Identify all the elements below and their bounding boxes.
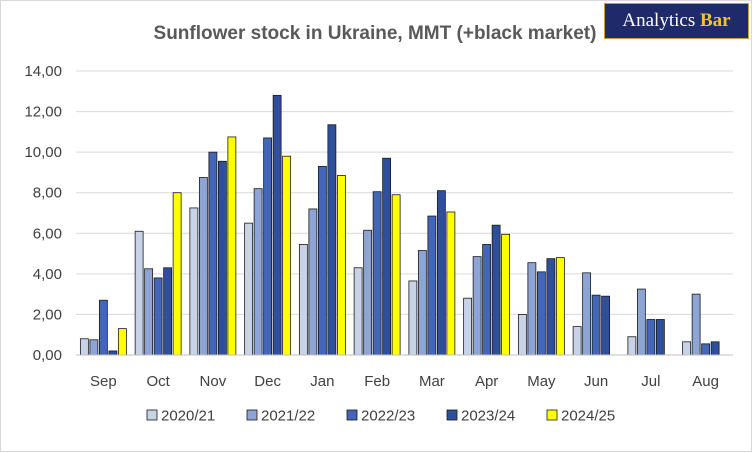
bar-2023-24-oct [163, 267, 173, 356]
bar-2021-22-jun [582, 272, 592, 356]
y-tick-label: 14,00 [24, 63, 62, 80]
bar-2022-23-nov [208, 151, 218, 356]
bar-2022-23-jul [646, 319, 656, 356]
bar-2023-24-jan [327, 124, 337, 356]
bar-2022-23-oct [153, 277, 163, 356]
bar-2024-25-dec [282, 155, 292, 356]
legend-label: 2022/23 [361, 408, 415, 425]
bar-2022-23-feb [372, 191, 382, 356]
bar-2020-21-feb [353, 267, 363, 356]
bar-2020-21-nov [189, 207, 199, 356]
bar-2023-24-aug [710, 341, 720, 356]
x-tick-label: Nov [200, 373, 227, 390]
x-axis-ticks: Sep Oct Nov Dec Jan Feb Mar Apr May Jun Jul Aug [90, 373, 719, 390]
y-tick-label: 4,00 [33, 266, 62, 283]
bar-2024-25-feb [391, 194, 401, 356]
legend-swatch [146, 409, 158, 421]
bar-2021-22-oct [144, 268, 154, 356]
bar-2021-22-jul [636, 288, 646, 356]
bar-2021-22-apr [472, 256, 482, 356]
bar-2020-21-mar [408, 280, 418, 356]
x-tick-label: Jun [584, 373, 608, 390]
bar-2022-23-may [536, 271, 546, 356]
bar-2021-22-may [527, 262, 537, 356]
bar-2020-21-sep [79, 338, 89, 356]
bar-2024-25-oct [172, 192, 182, 356]
bar-2023-24-may [546, 258, 556, 356]
bar-2024-25-jan [336, 175, 346, 356]
bar-2022-23-aug [701, 343, 711, 356]
x-tick-label: Dec [254, 373, 281, 390]
bar-2023-24-dec [272, 94, 282, 356]
x-tick-label: Aug [692, 373, 719, 390]
bar-2022-23-dec [263, 137, 273, 356]
legend-label: 2021/22 [261, 408, 315, 425]
bar-2022-23-jan [317, 165, 327, 356]
legend-swatch [446, 409, 458, 421]
x-tick-label: Jul [641, 373, 660, 390]
bar-2023-24-jul [655, 319, 665, 356]
y-tick-label: 8,00 [33, 185, 62, 202]
legend-swatch [346, 409, 358, 421]
y-tick-label: 0,00 [33, 347, 62, 364]
x-tick-label: Oct [146, 373, 170, 390]
bar-2021-22-dec [253, 188, 263, 356]
x-tick-label: Jan [310, 373, 334, 390]
bar-2023-24-nov [217, 160, 227, 356]
bar-2020-21-apr [463, 297, 473, 356]
bar-2021-22-sep [89, 339, 99, 356]
legend-label: 2024/25 [561, 408, 615, 425]
x-tick-label: Feb [364, 373, 390, 390]
x-tick-label: Mar [419, 373, 445, 390]
x-tick-label: Apr [475, 373, 498, 390]
bar-2022-23-apr [482, 244, 492, 356]
bar-2024-25-nov [227, 136, 237, 356]
bars [76, 94, 733, 356]
logo-word: Analytics [622, 10, 696, 31]
bar-2021-22-feb [363, 229, 373, 356]
bar-2024-25-mar [446, 211, 456, 356]
bar-2021-22-nov [198, 177, 208, 356]
y-tick-label: 2,00 [33, 306, 62, 323]
x-tick-label: May [527, 373, 556, 390]
y-axis-ticks: 0,00 2,00 4,00 6,00 8,00 10,00 12,00 14,00 [24, 63, 62, 364]
bar-2023-24-mar [436, 190, 446, 356]
bar-2021-22-mar [417, 250, 427, 356]
y-tick-label: 6,00 [33, 225, 62, 242]
y-tick-label: 10,00 [24, 144, 62, 161]
bar-2020-21-jan [298, 244, 308, 356]
legend-swatch [546, 409, 558, 421]
bar-2024-25-apr [501, 233, 511, 356]
bar-2023-24-sep [108, 350, 118, 356]
bar-2024-25-may [555, 257, 565, 356]
bar-2020-21-dec [244, 222, 254, 356]
logo-text: Analytics Bar [605, 4, 748, 38]
legend-label: 2020/21 [161, 408, 215, 425]
x-tick-label: Sep [90, 373, 117, 390]
legend: 2020/21 2021/22 2022/23 2023/24 2024/25 [146, 408, 615, 425]
bar-2022-23-sep [98, 299, 108, 356]
chart-title: Sunflower stock in Ukraine, MMT (+black … [154, 23, 597, 44]
bar-2020-21-aug [682, 341, 692, 356]
logo-accent-word: Bar [699, 10, 731, 31]
legend-swatch [246, 409, 258, 421]
bar-2022-23-jun [591, 294, 601, 356]
bar-2023-24-jun [601, 295, 611, 356]
legend-label: 2023/24 [461, 408, 515, 425]
bar-2021-22-jan [308, 208, 318, 356]
bar-2020-21-may [517, 314, 527, 356]
bar-2024-25-sep [117, 328, 127, 356]
analytics-bar-logo: Analytics Bar [604, 3, 749, 39]
bar-2020-21-oct [134, 230, 144, 356]
gridlines [76, 70, 733, 356]
y-tick-label: 12,00 [24, 104, 62, 121]
bar-2020-21-jul [627, 336, 637, 356]
bar-2021-22-aug [691, 293, 701, 356]
bar-2020-21-jun [572, 326, 582, 356]
bar-2022-23-mar [427, 215, 437, 356]
bar-2023-24-apr [491, 224, 501, 356]
bar-2023-24-feb [382, 157, 392, 356]
